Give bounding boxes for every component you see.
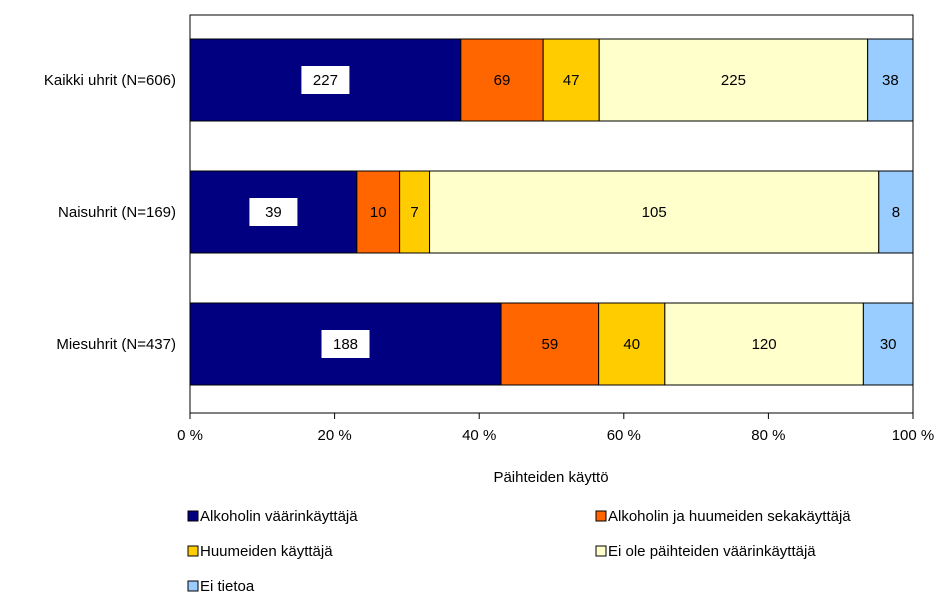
data-label: 227 [313,72,338,89]
bar-segment [878,170,914,254]
data-label-box [321,330,370,358]
data-label: 10 [370,204,387,221]
data-label: 59 [542,336,559,353]
bar-segment [356,170,401,254]
bar-segment [542,38,600,122]
bar-segment [399,170,431,254]
legend-label: Ei ole päihteiden väärinkäyttäjä [608,543,816,560]
legend-label: Alkoholin väärinkäyttäjä [200,508,358,525]
data-label-box [249,198,298,226]
data-label: 120 [752,336,777,353]
x-tick-label: 80 % [751,427,785,444]
bar-segment [862,302,914,386]
x-tick-label: 40 % [462,427,496,444]
bar-segment [664,302,864,386]
legend-swatch [187,510,199,522]
legend: Alkoholin väärinkäyttäjä Alkoholin ja huu… [187,508,851,595]
data-label: 8 [892,204,900,221]
legend-label: Alkoholin ja huumeiden sekakäyttäjä [608,508,851,525]
bars-layer: 227 69 47 225 38 39 10 7 105 8 188 59 40 120 30 [189,38,914,386]
x-tick-label: 0 % [177,427,203,444]
legend-swatch [187,580,199,592]
x-axis: 0 % 20 % 40 % 60 % 80 % 100 % [177,413,934,444]
data-label: 47 [563,72,580,89]
legend-label: Ei tietoa [200,578,255,595]
data-label: 225 [721,72,746,89]
bar-segment [598,302,666,386]
x-tick-label: 20 % [317,427,351,444]
x-axis-title: Päihteiden käyttö [493,469,608,486]
data-label: 69 [494,72,511,89]
bar-segment [429,170,880,254]
data-label: 38 [882,72,899,89]
category-label: Naisuhrit (N=169) [58,204,176,221]
data-label: 40 [623,336,640,353]
data-label-box [301,66,350,94]
bar-segment [500,302,600,386]
x-tick-label: 60 % [607,427,641,444]
x-tick-label: 100 % [892,427,935,444]
data-label: 30 [880,336,897,353]
bar-segment [460,38,544,122]
bar-segment [598,38,869,122]
legend-label: Huumeiden käyttäjä [200,543,333,560]
bar-segment [867,38,914,122]
data-label: 188 [333,336,358,353]
data-label: 105 [642,204,667,221]
legend-swatch [595,545,607,557]
legend-swatch [595,510,607,522]
category-label: Miesuhrit (N=437) [56,336,176,353]
data-label: 7 [410,204,418,221]
category-label: Kaikki uhrit (N=606) [44,72,176,89]
legend-swatch [187,545,199,557]
category-labels: Kaikki uhrit (N=606) Naisuhrit (N=169) Mie… [44,72,176,353]
data-label: 39 [265,204,282,221]
